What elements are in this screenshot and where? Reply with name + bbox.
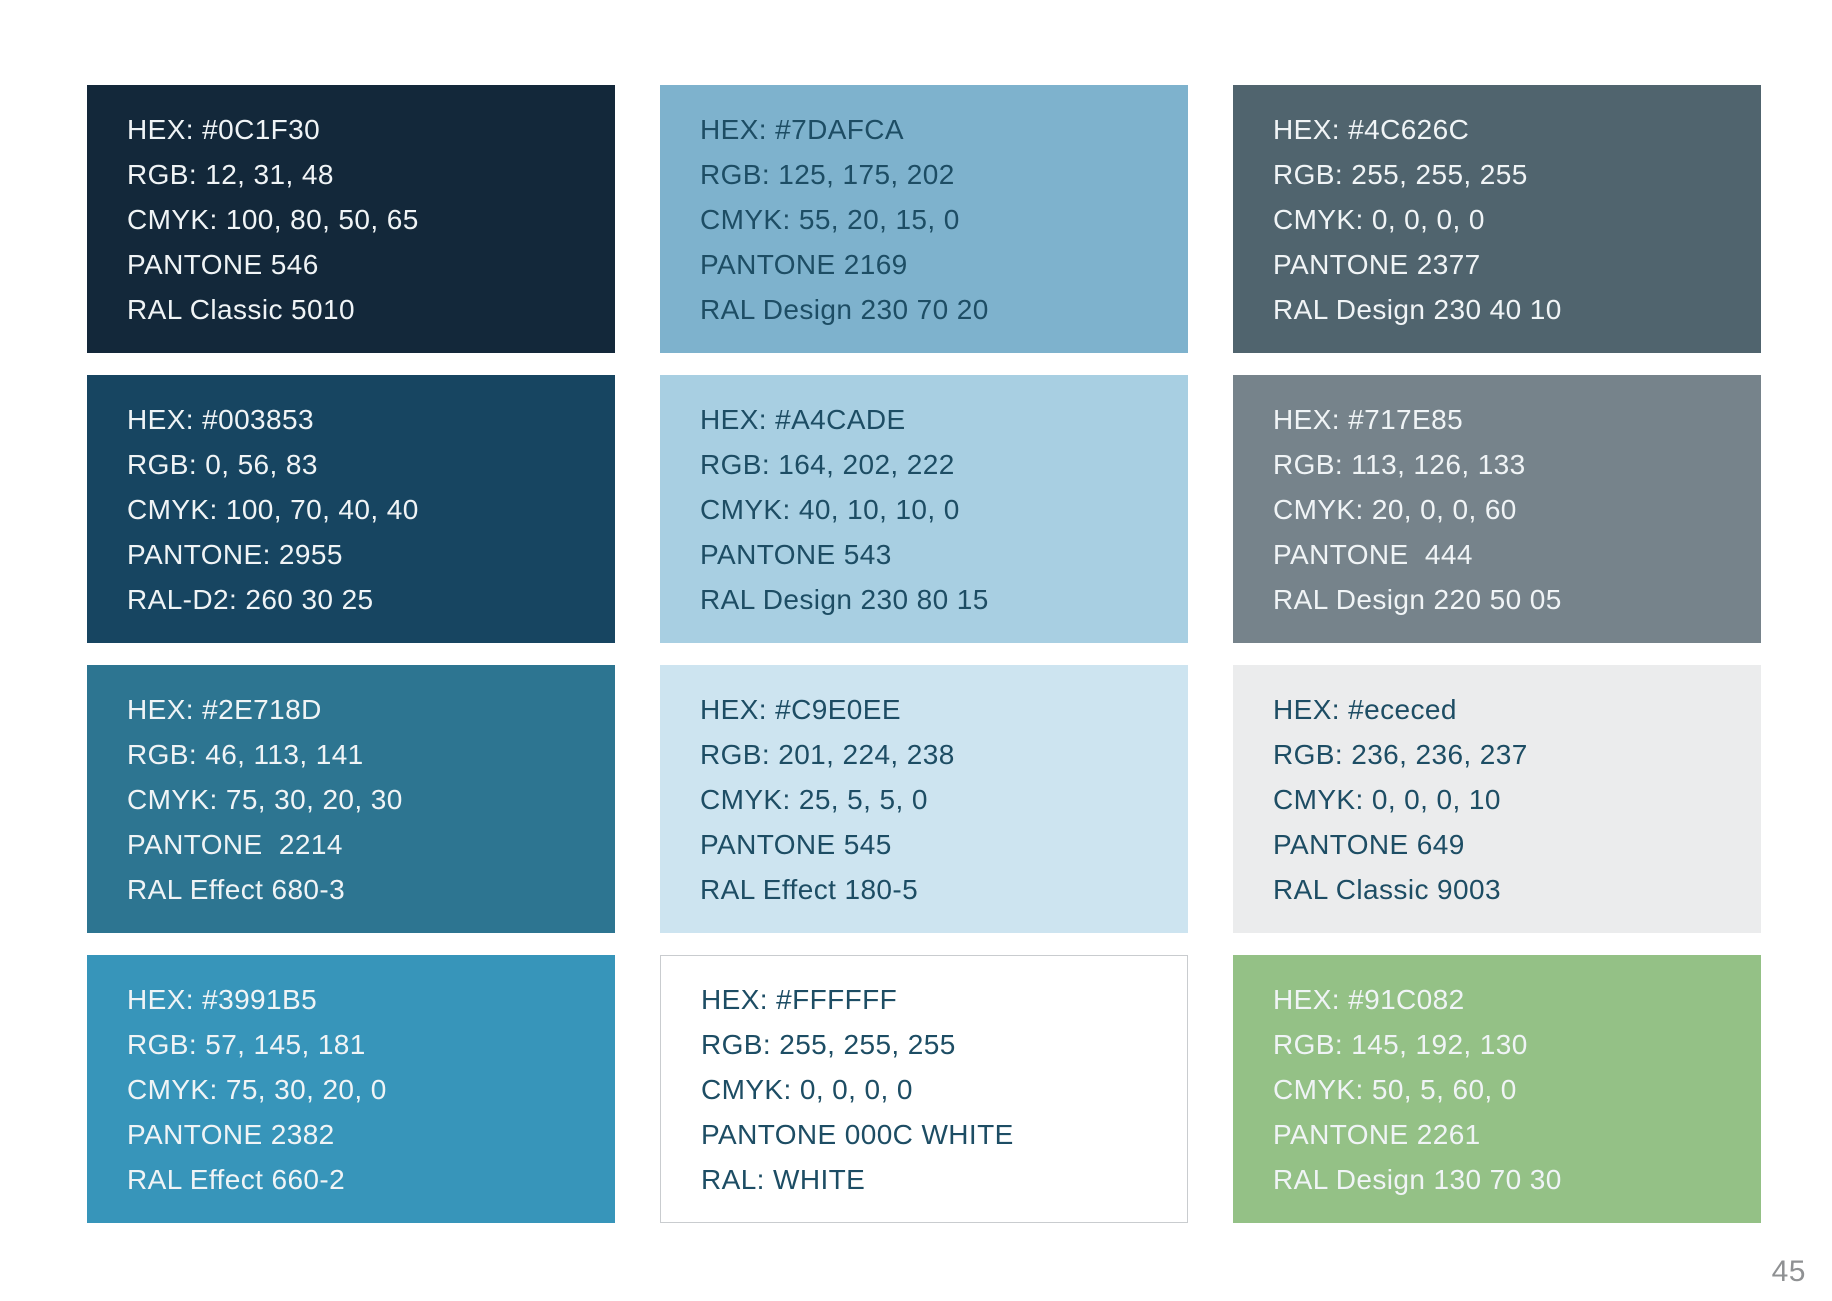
hex-line: HEX: #4C626C [1273,113,1470,145]
ral-line: RAL Effect 660-2 [127,1163,346,1195]
hex-line: HEX: #A4CADE [700,403,906,435]
hex-line: HEX: #717E85 [1273,403,1464,435]
hex-line: HEX: #ececed [1273,693,1457,725]
cmyk-line: CMYK: 25, 5, 5, 0 [700,783,928,815]
cmyk-line: CMYK: 0, 0, 0, 0 [1273,203,1485,235]
hex-line: HEX: #7DAFCA [700,113,904,145]
swatch-card: HEX: #0C1F30 RGB: 12, 31, 48 CMYK: 100, … [87,85,615,353]
rgb-line: RGB: 255, 255, 255 [701,1028,956,1060]
cmyk-line: CMYK: 20, 0, 0, 60 [1273,493,1517,525]
rgb-line: RGB: 145, 192, 130 [1273,1028,1528,1060]
swatch-card: HEX: #4C626C RGB: 255, 255, 255 CMYK: 0,… [1233,85,1761,353]
ral-line: RAL Design 230 70 20 [700,293,989,325]
ral-line: RAL Design 130 70 30 [1273,1163,1562,1195]
ral-line: RAL Design 230 80 15 [700,583,989,615]
ral-line: RAL-D2: 260 30 25 [127,583,374,615]
swatch-card: HEX: #2E718D RGB: 46, 113, 141 CMYK: 75,… [87,665,615,933]
hex-line: HEX: #003853 [127,403,314,435]
cmyk-line: CMYK: 0, 0, 0, 0 [701,1073,913,1105]
swatch-grid: HEX: #0C1F30 RGB: 12, 31, 48 CMYK: 100, … [87,85,1761,1223]
pantone-line: PANTONE 2169 [700,248,908,280]
swatch-card: HEX: #717E85 RGB: 113, 126, 133 CMYK: 20… [1233,375,1761,643]
cmyk-line: CMYK: 75, 30, 20, 30 [127,783,403,815]
hex-line: HEX: #C9E0EE [700,693,901,725]
cmyk-line: CMYK: 55, 20, 15, 0 [700,203,960,235]
rgb-line: RGB: 12, 31, 48 [127,158,334,190]
cmyk-line: CMYK: 75, 30, 20, 0 [127,1073,387,1105]
cmyk-line: CMYK: 100, 80, 50, 65 [127,203,419,235]
cmyk-line: CMYK: 40, 10, 10, 0 [700,493,960,525]
pantone-line: PANTONE 543 [700,538,892,570]
rgb-line: RGB: 57, 145, 181 [127,1028,366,1060]
pantone-line: PANTONE: 2955 [127,538,343,570]
ral-line: RAL Effect 680-3 [127,873,346,905]
hex-line: HEX: #2E718D [127,693,322,725]
cmyk-line: CMYK: 100, 70, 40, 40 [127,493,419,525]
ral-line: RAL Classic 5010 [127,293,355,325]
swatch-card: HEX: #3991B5 RGB: 57, 145, 181 CMYK: 75,… [87,955,615,1223]
swatch-card: HEX: #FFFFFF RGB: 255, 255, 255 CMYK: 0,… [660,955,1188,1223]
swatch-card: HEX: #C9E0EE RGB: 201, 224, 238 CMYK: 25… [660,665,1188,933]
rgb-line: RGB: 46, 113, 141 [127,738,364,770]
pantone-line: PANTONE 2214 [127,828,343,860]
ral-line: RAL: WHITE [701,1163,866,1195]
rgb-line: RGB: 0, 56, 83 [127,448,318,480]
rgb-line: RGB: 164, 202, 222 [700,448,955,480]
hex-line: HEX: #FFFFFF [701,983,898,1015]
rgb-line: RGB: 125, 175, 202 [700,158,955,190]
pantone-line: PANTONE 444 [1273,538,1473,570]
ral-line: RAL Design 220 50 05 [1273,583,1562,615]
swatch-card: HEX: #91C082 RGB: 145, 192, 130 CMYK: 50… [1233,955,1761,1223]
cmyk-line: CMYK: 0, 0, 0, 10 [1273,783,1501,815]
pantone-line: PANTONE 2382 [127,1118,335,1150]
rgb-line: RGB: 255, 255, 255 [1273,158,1528,190]
rgb-line: RGB: 236, 236, 237 [1273,738,1528,770]
pantone-line: PANTONE 545 [700,828,892,860]
hex-line: HEX: #0C1F30 [127,113,321,145]
pantone-line: PANTONE 2261 [1273,1118,1481,1150]
hex-line: HEX: #3991B5 [127,983,318,1015]
ral-line: RAL Classic 9003 [1273,873,1501,905]
page-number: 45 [1771,1255,1806,1288]
cmyk-line: CMYK: 50, 5, 60, 0 [1273,1073,1517,1105]
swatch-card: HEX: #7DAFCA RGB: 125, 175, 202 CMYK: 55… [660,85,1188,353]
hex-line: HEX: #91C082 [1273,983,1465,1015]
swatch-card: HEX: #003853 RGB: 0, 56, 83 CMYK: 100, 7… [87,375,615,643]
pantone-line: PANTONE 2377 [1273,248,1481,280]
pantone-line: PANTONE 000C WHITE [701,1118,1014,1150]
rgb-line: RGB: 201, 224, 238 [700,738,955,770]
pantone-line: PANTONE 649 [1273,828,1465,860]
ral-line: RAL Design 230 40 10 [1273,293,1562,325]
rgb-line: RGB: 113, 126, 133 [1273,448,1526,480]
swatch-card: HEX: #A4CADE RGB: 164, 202, 222 CMYK: 40… [660,375,1188,643]
swatch-card: HEX: #ececed RGB: 236, 236, 237 CMYK: 0,… [1233,665,1761,933]
pantone-line: PANTONE 546 [127,248,319,280]
ral-line: RAL Effect 180-5 [700,873,919,905]
